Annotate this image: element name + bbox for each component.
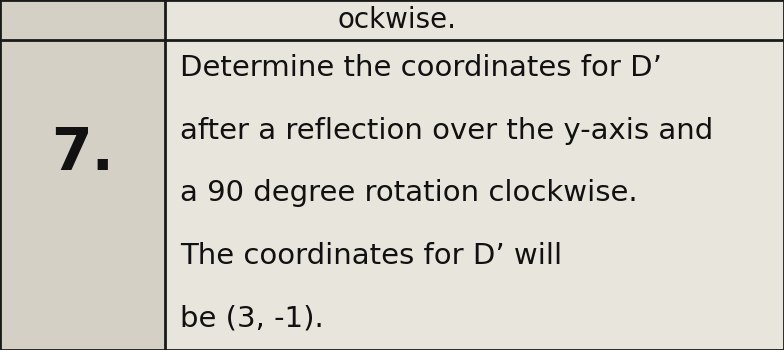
Bar bbox=[165, 40, 784, 350]
Text: 7.: 7. bbox=[51, 125, 114, 182]
Bar bbox=[0, 40, 165, 350]
Bar bbox=[165, 0, 784, 40]
Text: The coordinates for D’ will: The coordinates for D’ will bbox=[180, 242, 562, 270]
Text: after a reflection over the y-axis and: after a reflection over the y-axis and bbox=[180, 117, 713, 145]
Text: Determine the coordinates for D’: Determine the coordinates for D’ bbox=[180, 54, 662, 82]
Text: ockwise.: ockwise. bbox=[337, 6, 456, 34]
Text: be (3, -1).: be (3, -1). bbox=[180, 305, 324, 333]
Text: a 90 degree rotation clockwise.: a 90 degree rotation clockwise. bbox=[180, 180, 638, 208]
Bar bbox=[0, 0, 165, 40]
